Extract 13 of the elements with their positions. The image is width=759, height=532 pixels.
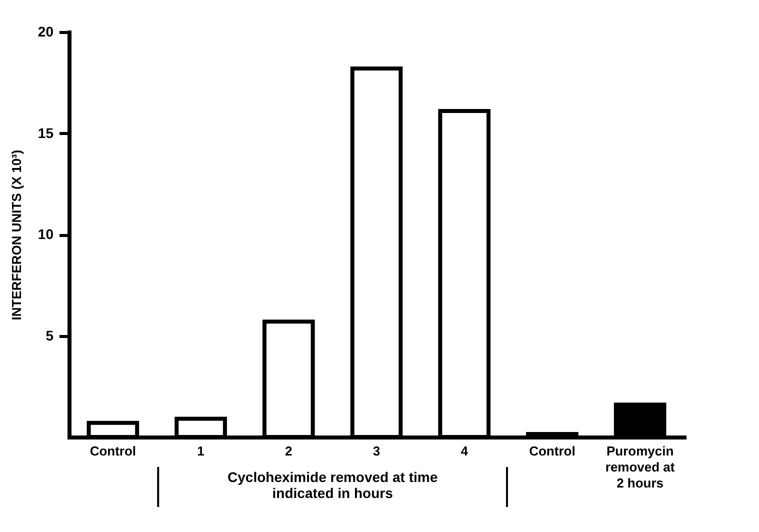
x-tick-label: 1 (197, 444, 204, 458)
y-tick-label: 15 (38, 124, 54, 141)
text: Cycloheximide removed at time indicated in hours (228, 469, 438, 501)
x-tick-label: 4 (460, 444, 469, 458)
y-tick-label: 20 (38, 24, 54, 40)
x-tick-label: Puromycin removed at 2 hours (605, 444, 676, 490)
y-axis-title: INTERFERON UNITS (X 10³) (8, 150, 24, 320)
y-tick-label: 10 (38, 226, 54, 242)
x-tick-label: Control (90, 444, 136, 458)
y-tick-label: 5 (46, 327, 54, 344)
x-tick-label: 2 (285, 444, 292, 458)
x-tick-label: 3 (372, 444, 380, 458)
x-tick-label: Control (529, 444, 576, 458)
